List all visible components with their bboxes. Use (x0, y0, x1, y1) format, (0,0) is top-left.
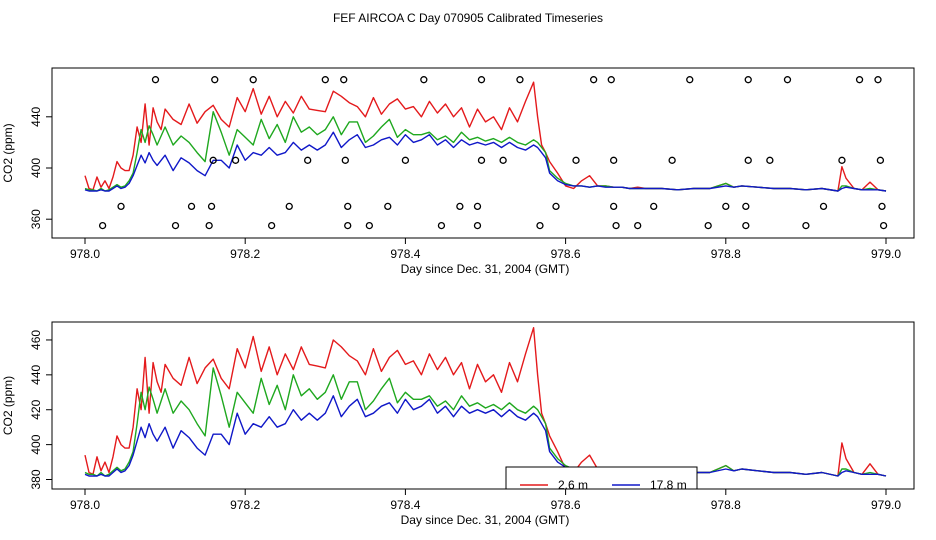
event-marker (98, 221, 107, 230)
x-axis-label: Day since Dec. 31, 2004 (GMT) (401, 262, 570, 276)
top-panel: 978.0 978.2 978.4 978.6 978.8 979.0 Day since … (1, 67, 915, 276)
event-marker (610, 156, 618, 164)
series-line-green (84, 367, 887, 477)
y-tick-label: 440 (29, 365, 43, 385)
event-marker (267, 221, 276, 230)
event-marker (742, 221, 750, 230)
event-marker (855, 76, 864, 84)
event-marker (344, 202, 352, 211)
x-tick-label: 979.0 (871, 498, 901, 512)
event-marker (722, 202, 730, 211)
event-marker (744, 76, 752, 84)
x-tick-label: 978.4 (390, 498, 420, 512)
event-marker (171, 221, 180, 230)
event-marker (231, 156, 240, 164)
legend: 2.6 m 17.8 m (505, 466, 698, 492)
x-axis-label: Day since Dec. 31, 2004 (GMT) (401, 513, 570, 527)
event-marker (838, 156, 846, 164)
event-marker (499, 156, 507, 164)
event-marker (552, 202, 560, 211)
event-marker (249, 76, 257, 84)
event-marker (878, 202, 886, 211)
x-tick-label: 978.6 (551, 498, 581, 512)
y-tick-label: 400 (29, 434, 43, 454)
event-marker (802, 221, 810, 230)
event-marker (321, 76, 329, 84)
event-marker (205, 221, 213, 230)
figure-title: FEF AIRCOA C Day 070905 Calibrated Times… (333, 11, 603, 25)
event-marker (874, 76, 882, 84)
y-tick-label: 380 (29, 469, 43, 489)
event-marker (766, 156, 774, 164)
event-marker (285, 202, 293, 211)
series-line-green (84, 110, 887, 192)
event-marker (536, 221, 544, 230)
event-marker (420, 76, 428, 84)
plot-frame (51, 321, 915, 490)
event-marker (610, 202, 618, 211)
event-marker (473, 202, 482, 211)
y-axis-label: CO2 (ppm) (1, 123, 15, 182)
event-marker (819, 202, 828, 211)
event-marker (151, 76, 160, 84)
event-marker (437, 221, 446, 230)
event-marker (668, 156, 676, 164)
event-marker (209, 156, 217, 164)
event-marker (384, 202, 392, 211)
event-marker (473, 221, 482, 230)
legend-label: 17.8 m (650, 478, 687, 492)
y-tick-label: 460 (29, 330, 43, 350)
x-tick-label: 978.4 (390, 247, 420, 261)
event-marker (742, 202, 750, 211)
x-tick-label: 978.0 (70, 498, 100, 512)
event-marker (607, 76, 615, 84)
event-marker (340, 76, 348, 84)
event-marker (879, 221, 888, 230)
event-marker (365, 221, 374, 230)
x-tick-label: 979.0 (871, 247, 901, 261)
event-marker (477, 156, 486, 164)
event-marker (304, 156, 312, 164)
event-marker (704, 221, 712, 230)
event-marker (783, 76, 792, 84)
x-tick-label: 978.6 (551, 247, 581, 261)
event-marker (117, 202, 125, 211)
y-axis-label: CO2 (ppm) (1, 376, 15, 435)
y-tick-label: 360 (29, 209, 43, 229)
series-line-blue (84, 131, 887, 192)
event-marker (876, 156, 885, 164)
event-marker (744, 156, 752, 164)
plot-frame (51, 67, 915, 239)
bottom-panel: 978.0 978.2 978.4 978.6 978.8 979.0 Day since … (1, 321, 915, 527)
x-tick-label: 978.0 (70, 247, 100, 261)
event-marker (341, 156, 349, 164)
series-group (84, 81, 887, 192)
event-marker (344, 221, 352, 230)
event-marker (207, 202, 216, 211)
legend-box (505, 466, 698, 490)
event-marker (650, 202, 658, 211)
y-tick-label: 440 (29, 106, 43, 126)
y-tick-label: 420 (29, 399, 43, 419)
event-marker (477, 76, 486, 84)
event-marker (187, 202, 196, 211)
x-tick-label: 978.2 (230, 247, 260, 261)
event-marker (612, 221, 620, 230)
event-marker (686, 76, 694, 84)
y-tick-label: 400 (29, 158, 43, 178)
event-marker (456, 202, 464, 211)
event-marker (211, 76, 219, 84)
x-tick-label: 978.8 (711, 247, 741, 261)
event-marker (572, 156, 580, 164)
x-tick-label: 978.2 (230, 498, 260, 512)
legend-label: 2.6 m (558, 478, 588, 492)
event-marker (516, 76, 524, 84)
event-marker (634, 221, 642, 230)
series-group (84, 327, 887, 477)
event-marker (401, 156, 410, 164)
x-tick-label: 978.8 (711, 498, 741, 512)
event-marker (589, 76, 598, 84)
